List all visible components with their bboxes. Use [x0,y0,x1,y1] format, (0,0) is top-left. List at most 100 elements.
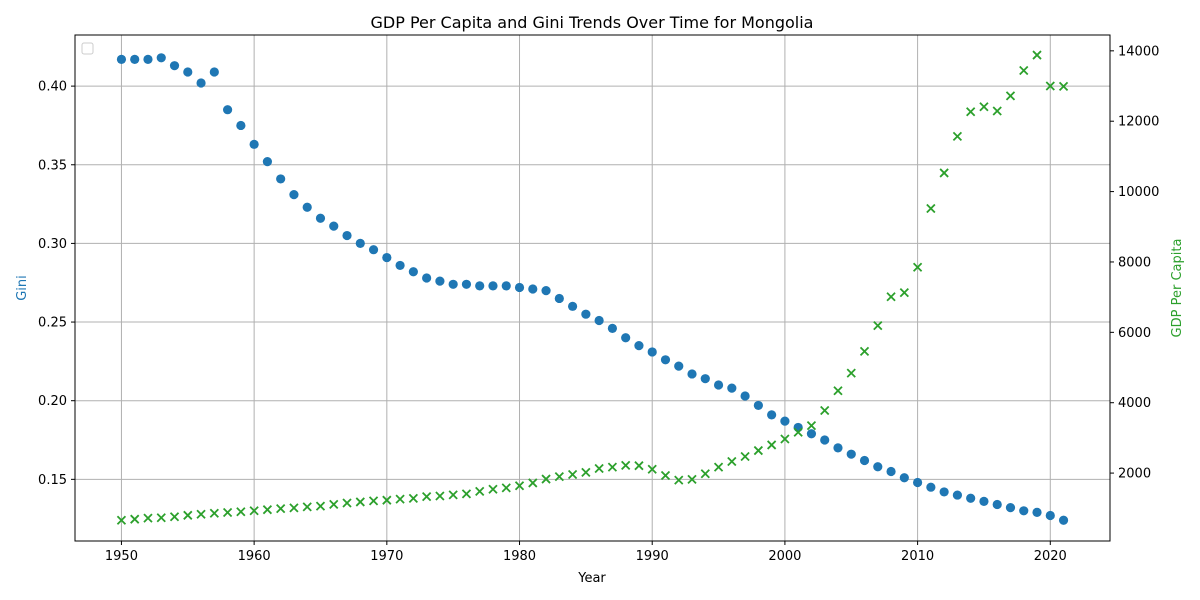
gdp-point-stroke [753,445,764,456]
gini-point [740,391,750,401]
grid-lines [75,35,1110,541]
x-tick-label: 2020 [1034,549,1067,564]
gdp-point-stroke [607,462,618,472]
gdp-point-stroke [1045,81,1055,91]
gini-point [382,252,392,263]
gdp-point [421,492,432,502]
gdp-point [674,475,684,485]
gini-point [780,416,790,426]
y-left-tick-label: 0.25 [38,316,67,331]
x-tick-label: 2000 [768,549,801,564]
gdp-point [169,512,180,522]
gdp-point [647,464,657,474]
gdp-point-stroke [289,503,299,513]
gdp-point-stroke [222,507,233,518]
gini-point [992,499,1002,510]
gdp-point-stroke [183,510,193,520]
gini-point [395,260,405,271]
gdp-point-stroke [912,262,923,272]
gdp-point [753,445,764,456]
gdp-point [276,503,286,514]
gdp-point [899,287,909,298]
gdp-point [952,131,963,141]
gdp-series [116,50,1069,525]
gdp-point-stroke [355,497,365,507]
gini-point [130,54,140,64]
gdp-point [966,107,976,117]
gini-point [939,487,949,497]
gdp-point [408,493,419,504]
gdp-point-stroke [820,405,830,416]
x-tick-label: 2010 [901,549,934,564]
gdp-point [262,505,273,515]
gdp-point-stroke [262,505,273,515]
gini-point [793,422,803,433]
gdp-point-stroke [488,484,498,494]
gdp-point [992,106,1002,116]
gdp-point-stroke [581,467,591,478]
gdp-point [634,461,644,471]
gini-point [674,361,684,371]
gdp-point [222,507,233,518]
gdp-point-stroke [116,515,127,525]
gdp-point [859,346,870,356]
gini-point [713,380,724,390]
gdp-point-stroke [249,506,259,516]
gini-point [753,400,763,411]
gdp-point-stroke [554,471,564,482]
gdp-point [1032,50,1042,60]
gdp-point [912,262,923,272]
gdp-point-stroke [209,508,219,518]
y-left-tick-label: 0.20 [38,394,67,409]
gini-point [514,282,525,293]
x-tick-label: 1970 [370,549,403,564]
gdp-point [289,503,299,513]
gdp-point [355,497,365,507]
gini-point [647,347,657,357]
gini-point [501,281,511,291]
plot-frame [74,34,1111,542]
gdp-point [793,427,803,437]
gdp-point-stroke [276,503,286,514]
gdp-point-stroke [1058,81,1069,92]
gdp-point [541,474,551,484]
gini-point [727,383,737,393]
gdp-point-stroke [713,462,724,472]
gdp-point-stroke [501,483,511,493]
gini-point [886,466,896,477]
gdp-point [475,486,485,497]
gini-point [833,443,843,453]
gdp-point [833,386,843,396]
gdp-point-stroke [660,470,671,481]
gini-point [926,482,936,492]
gdp-point [130,514,140,524]
gdp-point-stroke [395,494,405,504]
gini-point [873,462,883,472]
y-right-tick-label: 2000 [1118,467,1151,482]
gdp-point-stroke [634,461,644,471]
gini-point [859,455,870,466]
gdp-point [435,491,445,501]
gini-point [621,333,631,343]
gdp-point-stroke [461,489,472,499]
gdp-point-stroke [939,168,949,178]
gini-point [143,54,153,64]
gdp-point-stroke [793,427,803,437]
gini-point [408,267,418,277]
y-right-tick-label: 8000 [1118,255,1151,270]
gini-point [329,221,339,231]
legend-box [81,42,94,55]
gdp-point [594,463,604,474]
gdp-point [342,498,352,508]
chart-title: GDP Per Capita and Gini Trends Over Time… [371,13,814,32]
gdp-point [183,510,193,520]
gini-point [634,341,644,351]
gdp-point-stroke [329,499,339,510]
gini-point [1032,507,1042,517]
gdp-point [687,474,697,485]
gdp-point [820,405,830,416]
gdp-point [581,467,591,478]
gini-point [660,355,671,365]
gdp-point-stroke [435,491,445,501]
